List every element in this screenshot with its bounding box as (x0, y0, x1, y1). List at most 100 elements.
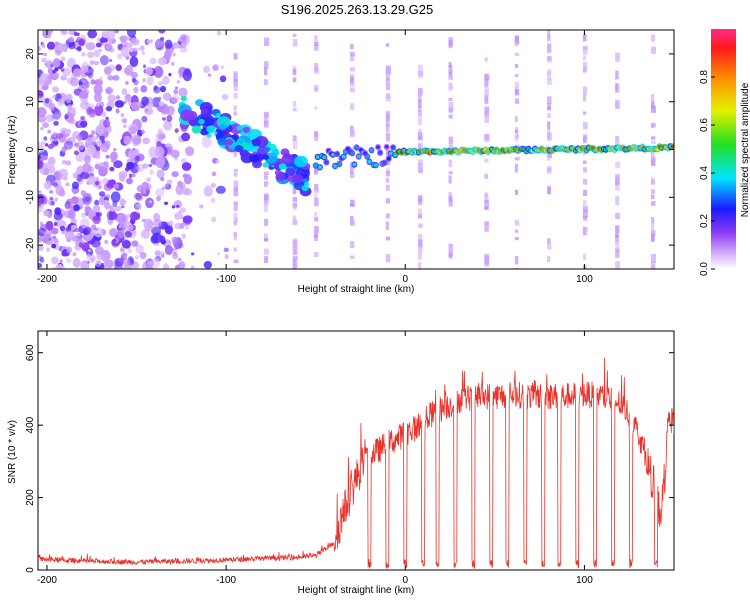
heatmap-cell (78, 38, 85, 46)
heatmap-cell (58, 263, 63, 269)
heatmap-cell (168, 72, 172, 77)
heatmap-cell (292, 206, 297, 210)
heatmap-cell (233, 105, 237, 111)
heatmap-cell (38, 160, 44, 169)
heatmap-cell (96, 154, 101, 159)
heatmap-cell (384, 144, 389, 149)
heatmap-cell (104, 239, 109, 244)
spectrogram-y-axis-label: Frequency (Hz) (7, 116, 18, 185)
heatmap-cell (92, 204, 101, 213)
spectrogram-heatmap (38, 30, 674, 269)
heatmap-cell (651, 93, 655, 103)
heatmap-cell (100, 161, 109, 173)
heatmap-cell (115, 108, 120, 114)
heatmap-cell (292, 215, 297, 222)
heatmap-cell (418, 159, 423, 167)
heatmap-cell (615, 70, 619, 80)
heatmap-cell (52, 73, 58, 80)
heatmap-cell (146, 39, 150, 44)
heatmap-cell (134, 255, 139, 260)
heatmap-cell (233, 208, 238, 212)
heatmap-cell (418, 110, 422, 116)
heatmap-cell (181, 162, 192, 171)
heatmap-cell (125, 80, 129, 85)
heatmap-cell (547, 149, 552, 159)
heatmap-cell (159, 235, 166, 244)
heatmap-cell (107, 64, 116, 72)
heatmap-cell (52, 182, 59, 187)
x-tick-label: -200 (37, 575, 57, 586)
heatmap-cell (292, 262, 298, 268)
heatmap-cell (146, 260, 152, 266)
heatmap-cell (154, 250, 162, 257)
heatmap-cell (44, 161, 53, 171)
heatmap-cell (365, 154, 370, 159)
heatmap-cell (514, 189, 519, 195)
heatmap-cell (651, 268, 655, 269)
heatmap-cell (101, 31, 110, 38)
heatmap-cell (615, 234, 619, 242)
heatmap-cell (90, 136, 98, 142)
heatmap-cell (292, 69, 297, 76)
colorbar-tick-label: 0.4 (699, 166, 710, 180)
heatmap-cell (350, 43, 354, 50)
heatmap-cell (141, 115, 148, 123)
heatmap-cell (92, 215, 101, 225)
heatmap-cell (448, 171, 453, 175)
heatmap-cell (448, 175, 452, 184)
heatmap-cell (45, 220, 54, 231)
figure-title: S196.2025.263.13.29.G25 (281, 2, 434, 17)
heatmap-cell (99, 37, 105, 44)
heatmap-cell (39, 154, 45, 161)
colorbar-tick-label: 0.0 (699, 262, 710, 276)
heatmap-cell (314, 85, 319, 90)
heatmap-cell (378, 150, 383, 155)
heatmap-cell (385, 74, 390, 81)
x-tick-label: -100 (216, 575, 236, 586)
heatmap-cell (278, 163, 287, 170)
heatmap-cell (514, 236, 519, 241)
heatmap-cell (75, 32, 80, 37)
heatmap-cell (130, 101, 140, 111)
heatmap-cell (264, 61, 269, 69)
heatmap-cell (185, 226, 189, 230)
heatmap-cell (184, 68, 191, 75)
heatmap-cell (112, 238, 117, 243)
heatmap-cell (67, 104, 73, 111)
heatmap-cell (177, 258, 182, 262)
heatmap-cell (448, 75, 454, 81)
heatmap-cell (75, 238, 82, 244)
heatmap-cell (615, 196, 620, 206)
heatmap-cell (38, 45, 42, 52)
heatmap-cell (171, 236, 178, 244)
heatmap-cell (547, 34, 551, 42)
heatmap-cell (73, 150, 79, 156)
heatmap-cell (264, 120, 268, 127)
heatmap-cell (154, 146, 165, 159)
heatmap-cell (99, 55, 109, 66)
heatmap-cell (651, 136, 656, 140)
heatmap-cell (514, 73, 519, 77)
heatmap-cell (128, 47, 134, 53)
heatmap-cell (335, 152, 340, 156)
heatmap-cell (176, 204, 180, 208)
heatmap-cell (186, 110, 198, 120)
heatmap-cell (53, 107, 59, 112)
heatmap-cell (484, 88, 489, 96)
heatmap-cell (484, 192, 488, 198)
heatmap-cell (97, 185, 102, 190)
y-tick-label: 200 (25, 489, 36, 506)
heatmap-cell (53, 120, 59, 126)
heatmap-cell (76, 141, 85, 151)
heatmap-cell (418, 72, 423, 79)
heatmap-cell (45, 60, 54, 69)
heatmap-cell (155, 41, 163, 48)
heatmap-cell (87, 144, 96, 155)
heatmap-cell (45, 114, 55, 123)
heatmap-cell (547, 69, 552, 76)
heatmap-cell (448, 251, 453, 258)
heatmap-cell (215, 64, 219, 69)
heatmap-cell (76, 134, 83, 142)
heatmap-cell (651, 122, 656, 128)
heatmap-cell (350, 87, 355, 93)
